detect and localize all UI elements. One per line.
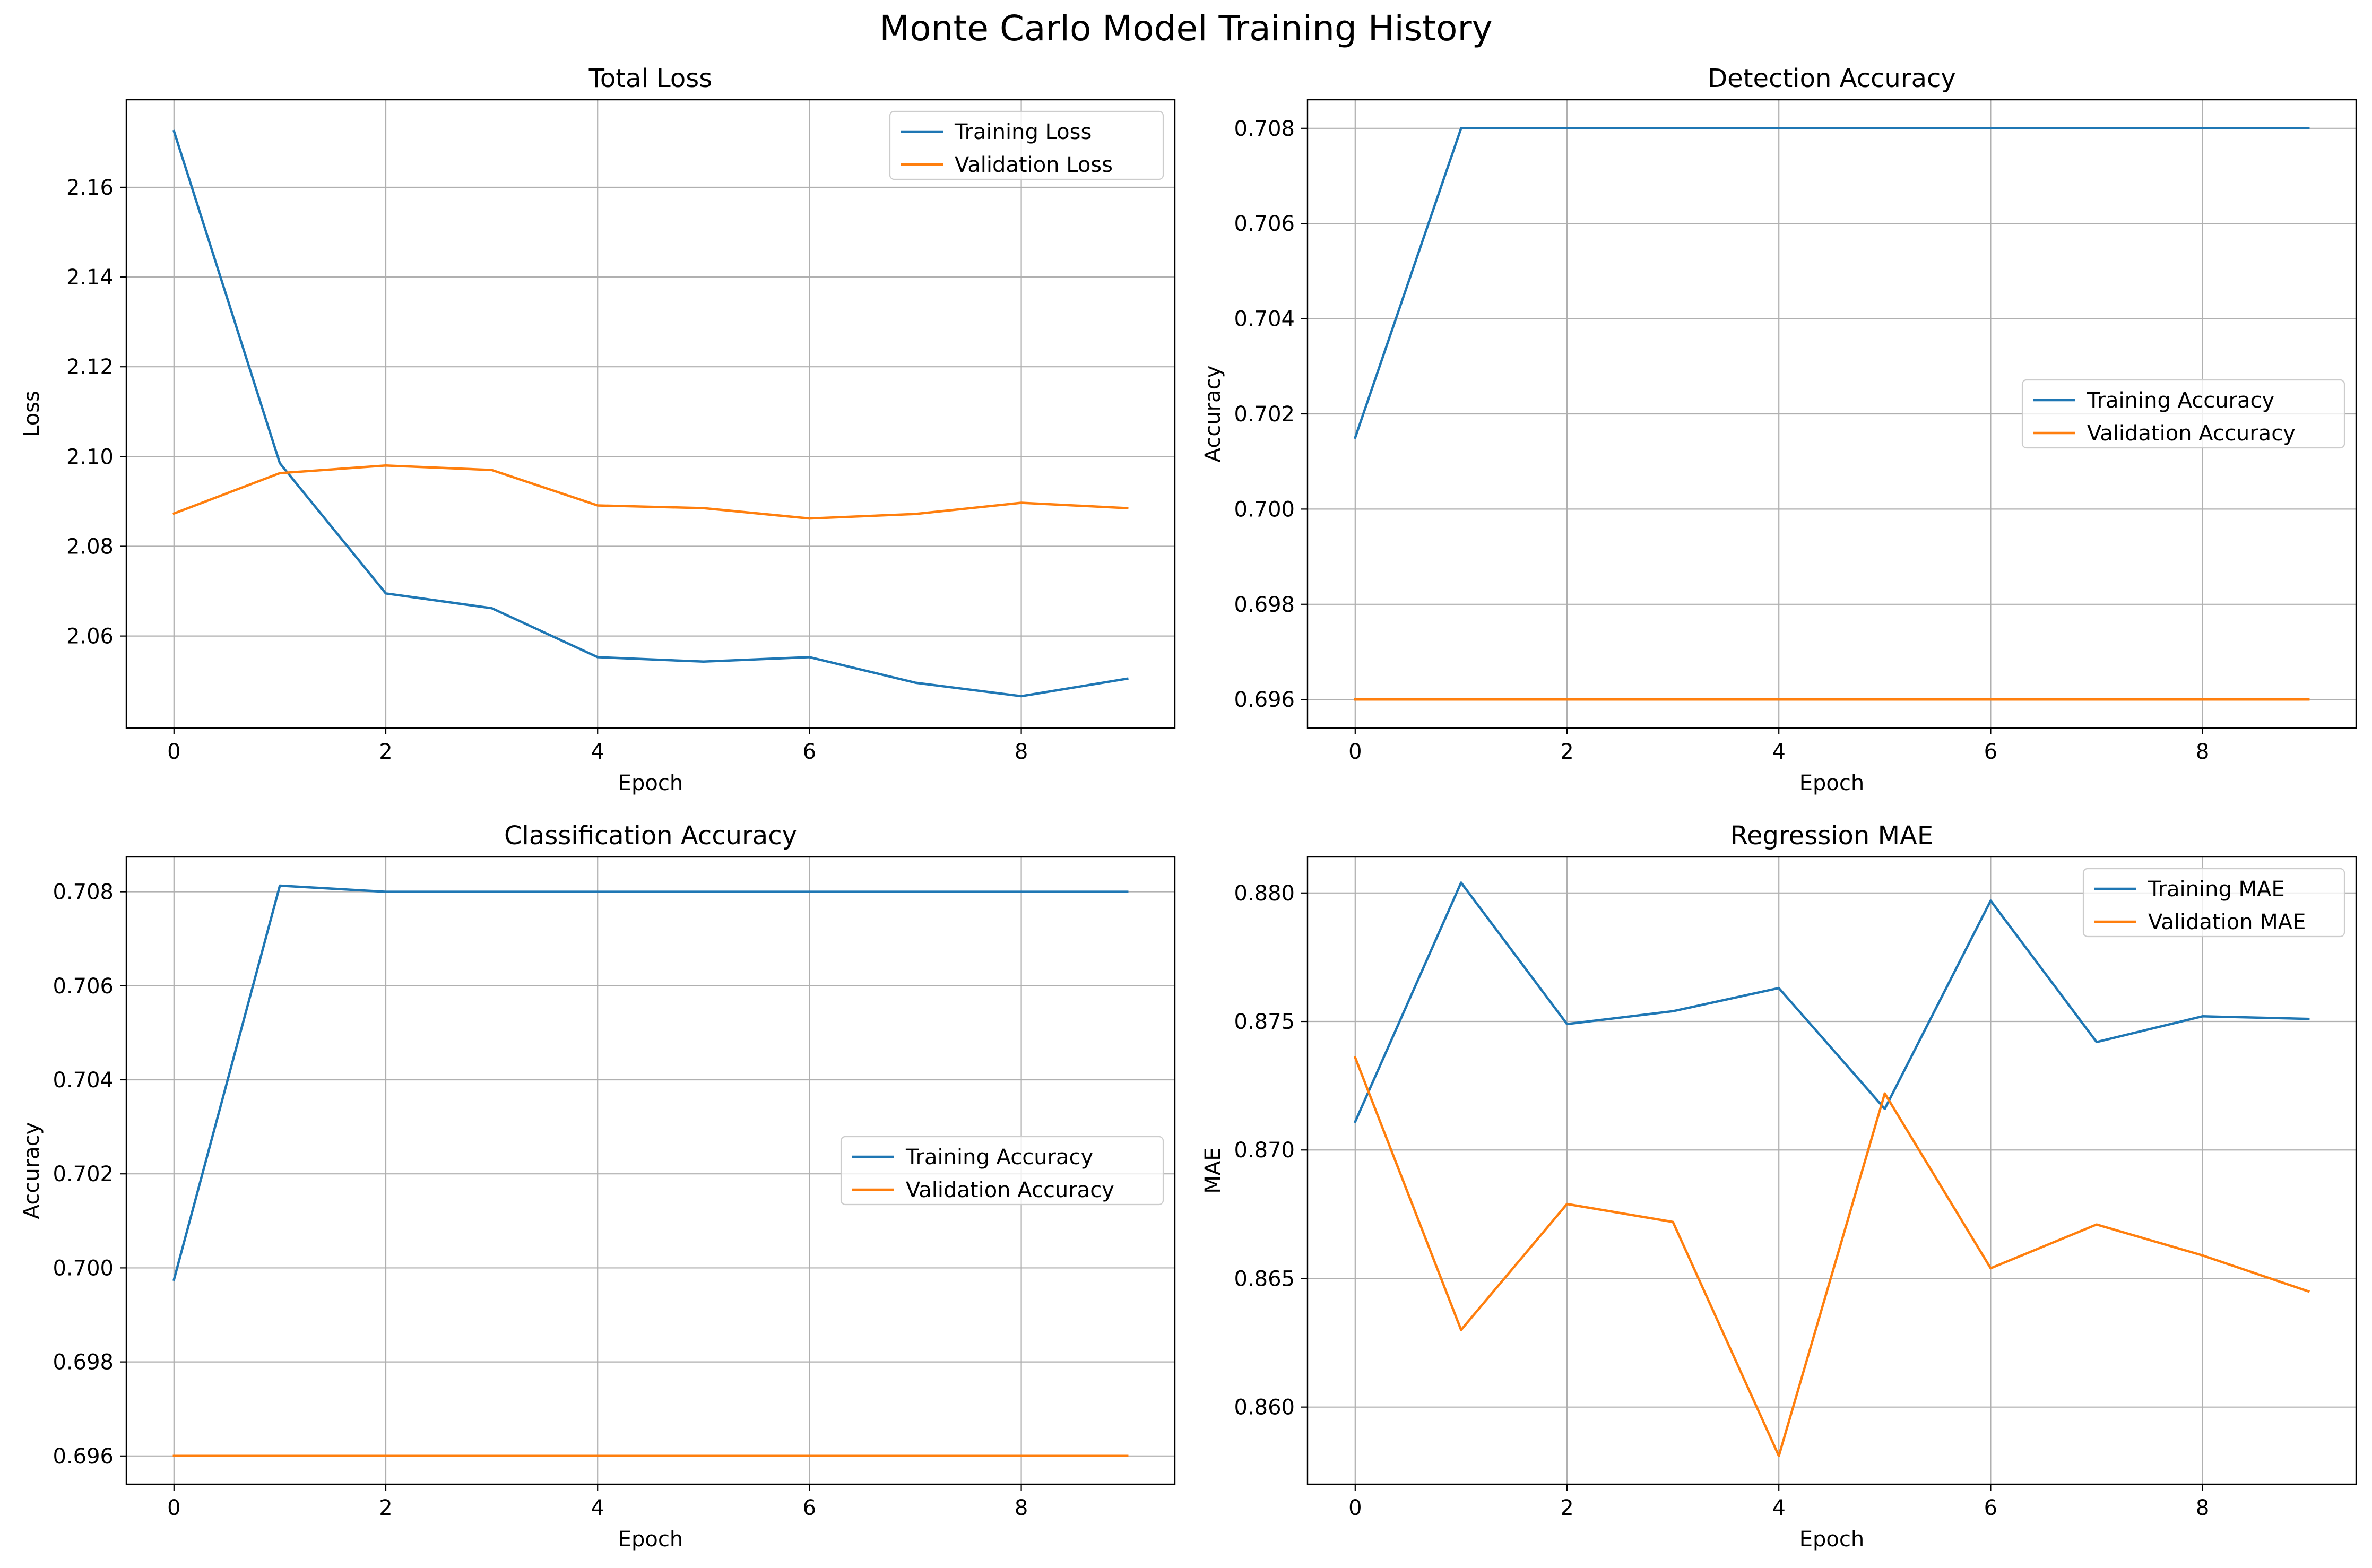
legend-label: Validation MAE [2148, 910, 2306, 934]
axes-title: Detection Accuracy [1708, 64, 1956, 93]
y-tick-label: 2.12 [66, 355, 114, 379]
x-axis-label: Epoch [1799, 1527, 1864, 1552]
y-tick-label: 0.706 [1234, 212, 1295, 236]
y-tick-label: 0.700 [53, 1256, 114, 1280]
legend-box [840, 1136, 1164, 1206]
y-axis-label: Accuracy [20, 1122, 44, 1219]
x-tick-label: 4 [1772, 1496, 1785, 1520]
series-line-training [172, 884, 1129, 1281]
legend-label: Validation Accuracy [2087, 421, 2296, 446]
x-tick-label: 6 [1984, 740, 1997, 764]
legend-label: Training Loss [954, 120, 1092, 144]
y-tick-label: 0.860 [1234, 1396, 1295, 1420]
x-tick-label: 6 [803, 740, 816, 764]
x-tick-label: 0 [167, 1496, 180, 1520]
x-tick-label: 6 [1984, 1496, 1997, 1520]
y-tick-label: 2.08 [66, 534, 114, 559]
x-tick-label: 2 [379, 1496, 392, 1520]
legend: Training Loss Validation Loss [889, 110, 1164, 180]
y-tick-label: 2.14 [66, 265, 114, 290]
legend-label: Validation Accuracy [906, 1178, 1114, 1202]
legend-label: Training Accuracy [2087, 388, 2274, 413]
charts-layer: 0 2 4 6 8 2.06 2.08 2.10 2.12 2.14 2.16 Total Loss E… [20, 64, 2357, 1552]
legend: Training MAE Validation MAE [2082, 868, 2345, 938]
x-tick-label: 0 [167, 740, 180, 764]
y-tick-label: 0.706 [53, 974, 114, 999]
y-tick-label: 0.700 [1234, 497, 1295, 522]
legend-label: Validation Loss [955, 153, 1113, 177]
chart-total-loss: 0 2 4 6 8 2.06 2.08 2.10 2.12 2.14 2.16 Total Loss E… [20, 64, 1176, 795]
x-tick-label: 2 [1560, 740, 1573, 764]
series-line-training [1353, 127, 2310, 439]
axes-title: Regression MAE [1730, 821, 1933, 851]
y-tick-label: 0.696 [1234, 688, 1295, 712]
y-tick-label: 0.875 [1234, 1010, 1295, 1034]
y-tick-label: 2.06 [66, 625, 114, 649]
series-line-validation [172, 464, 1129, 520]
y-tick-label: 0.698 [53, 1350, 114, 1375]
legend-label: Training MAE [2148, 877, 2285, 902]
x-tick-label: 2 [1560, 1496, 1573, 1520]
x-tick-label: 4 [1772, 740, 1785, 764]
y-axis-label: Accuracy [1201, 366, 1225, 463]
chart-regression-mae: 0 2 4 6 8 0.860 0.865 0.870 0.875 0.880 Regression… [1201, 821, 2357, 1552]
y-tick-label: 0.708 [53, 880, 114, 905]
legend-label: Training Accuracy [905, 1145, 1093, 1169]
legend-box [889, 110, 1164, 180]
figure-suptitle: Monte Carlo Model Training History [879, 8, 1492, 49]
y-tick-label: 0.702 [53, 1162, 114, 1186]
x-tick-label: 0 [1348, 1496, 1362, 1520]
y-tick-label: 0.696 [53, 1444, 114, 1469]
x-tick-label: 2 [379, 740, 392, 764]
legend: Training Accuracy Validation Accuracy [840, 1136, 1164, 1206]
series-line-training [1353, 881, 2310, 1123]
x-tick-label: 8 [2196, 740, 2209, 764]
y-tick-label: 0.708 [1234, 117, 1295, 141]
x-axis-label: Epoch [618, 1527, 683, 1552]
y-axis-label: Loss [20, 391, 44, 437]
y-tick-label: 2.10 [66, 445, 114, 469]
y-tick-label: 0.704 [53, 1068, 114, 1093]
axes-title: Classification Accuracy [504, 821, 797, 851]
x-tick-label: 8 [2196, 1496, 2209, 1520]
legend-box [2021, 379, 2345, 449]
series-line-training [172, 129, 1129, 698]
x-tick-label: 8 [1015, 740, 1028, 764]
x-tick-label: 4 [591, 1496, 604, 1520]
y-tick-label: 0.698 [1234, 593, 1295, 617]
y-tick-label: 0.870 [1234, 1138, 1295, 1163]
axes-frame [125, 856, 1176, 1485]
x-tick-label: 8 [1015, 1496, 1028, 1520]
axes-frame [1306, 856, 2357, 1485]
y-tick-label: 0.880 [1234, 881, 1295, 906]
y-axis-label: MAE [1201, 1147, 1225, 1193]
x-tick-label: 6 [803, 1496, 816, 1520]
x-tick-label: 4 [591, 740, 604, 764]
y-tick-label: 0.865 [1234, 1267, 1295, 1291]
x-axis-label: Epoch [1799, 771, 1864, 795]
y-tick-label: 0.704 [1234, 307, 1295, 332]
x-tick-label: 0 [1348, 740, 1362, 764]
axes-frame [125, 99, 1176, 729]
y-tick-label: 0.702 [1234, 402, 1295, 427]
y-tick-label: 2.16 [66, 176, 114, 200]
series-line-validation [1353, 1055, 2310, 1457]
x-axis-label: Epoch [618, 771, 683, 795]
axes-title: Total Loss [588, 64, 713, 93]
legend: Training Accuracy Validation Accuracy [2021, 379, 2345, 449]
chart-classification-accuracy: 0 2 4 6 8 0.696 0.698 0.700 0.702 0.704 0.706 0.708… [20, 821, 1176, 1552]
legend-box [2082, 868, 2345, 938]
chart-detection-accuracy: 0 2 4 6 8 0.696 0.698 0.700 0.702 0.704 0.706 0.708… [1201, 64, 2357, 795]
